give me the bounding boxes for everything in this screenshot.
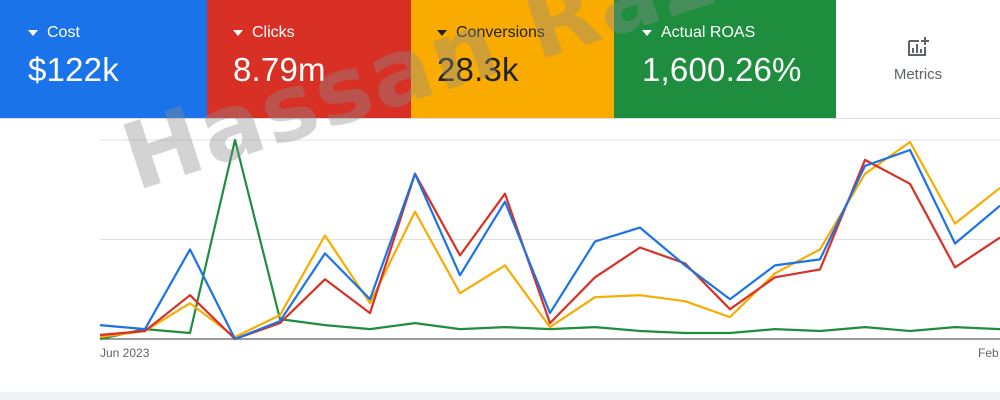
metrics-button[interactable]: Metrics	[836, 0, 1000, 118]
dropdown-caret-icon	[437, 30, 447, 36]
metric-header[interactable]: Clicks	[233, 24, 411, 42]
metric-value: 1,600.26%	[642, 51, 802, 88]
metric-label: Conversions	[456, 24, 545, 41]
metric-value: 8.79m	[233, 51, 326, 88]
metric-header[interactable]: Cost	[28, 24, 207, 42]
metric-tile-actual-roas[interactable]: Actual ROAS 1,600.26%	[614, 0, 836, 118]
x-tick-label-start: Jun 2023	[100, 346, 150, 360]
metric-label: Actual ROAS	[661, 24, 756, 41]
series-line-actual-roas	[99, 138, 1000, 341]
series-line-cost	[99, 148, 1000, 341]
metric-tiles: Cost $122k Clicks 8.79m Conversions 28.3…	[0, 0, 1000, 119]
add-chart-icon	[908, 36, 929, 56]
metric-tile-clicks[interactable]: Clicks 8.79m	[207, 0, 411, 118]
dropdown-caret-icon	[233, 30, 243, 36]
chart-gridlines	[100, 139, 1000, 340]
metric-value: 28.3k	[437, 51, 519, 88]
metric-header[interactable]: Conversions	[437, 24, 614, 42]
metrics-button-label: Metrics	[893, 65, 943, 83]
metric-header[interactable]: Actual ROAS	[642, 24, 836, 42]
metric-tile-cost[interactable]: Cost $122k	[0, 0, 207, 118]
dropdown-caret-icon	[28, 30, 38, 36]
metric-value: $122k	[28, 51, 119, 88]
dropdown-caret-icon	[642, 30, 652, 36]
performance-line-chart	[99, 138, 1000, 341]
metric-label: Cost	[47, 24, 80, 41]
chart-series	[99, 138, 1000, 341]
metric-label: Clicks	[252, 24, 295, 41]
x-tick-label-end: Feb	[978, 346, 999, 360]
metric-tile-conversions[interactable]: Conversions 28.3k	[411, 0, 614, 118]
